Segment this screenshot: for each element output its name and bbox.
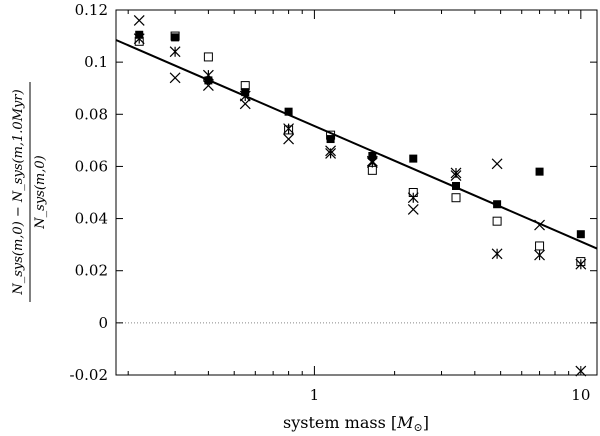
filled-square-marker xyxy=(368,152,377,160)
open-square-marker xyxy=(451,193,461,203)
y-tick-label: 0.02 xyxy=(75,262,108,280)
open-square-marker xyxy=(240,81,250,91)
y-label-numerator: N_sys(m,0) − N_sys(m,1.0Myr) xyxy=(11,89,26,295)
open-square-marker xyxy=(203,52,213,62)
filled-square-marker xyxy=(452,181,461,190)
fit-line xyxy=(115,39,598,250)
asterisk-marker xyxy=(575,258,587,270)
asterisk-marker xyxy=(239,90,251,102)
asterisk-marker xyxy=(169,46,181,58)
y-tick-label: 0.1 xyxy=(84,53,108,71)
x-tick-label: 10 xyxy=(571,386,590,404)
filled-square-marker xyxy=(409,154,418,163)
cross-marker xyxy=(407,204,419,215)
filled-square-marker xyxy=(171,33,180,42)
filled-square-marker xyxy=(535,167,544,176)
filled-square-marker xyxy=(576,230,585,239)
axis-ticks xyxy=(116,9,597,376)
cross-marker xyxy=(491,158,503,170)
asterisk-marker xyxy=(202,69,214,81)
asterisk-marker xyxy=(283,123,295,135)
cross-marker xyxy=(133,15,145,26)
y-label-denominator: N_sys(m,0) xyxy=(33,155,48,229)
y-tick-label: 0 xyxy=(98,314,108,332)
filled-square-marker xyxy=(284,107,293,116)
y-tick-label: -0.02 xyxy=(70,366,108,384)
open-square-marker xyxy=(492,216,502,226)
cross-marker xyxy=(239,98,251,110)
asterisk-marker xyxy=(366,157,378,168)
x-axis-label: system mass [M⊙] xyxy=(283,413,429,434)
open-square-marker xyxy=(367,165,377,175)
asterisk-marker xyxy=(133,33,145,45)
y-tick-label: 0.12 xyxy=(75,1,108,19)
asterisk-marker xyxy=(407,192,419,204)
asterisk-marker xyxy=(450,167,462,179)
y-axis-label: N_sys(m,0) − N_sys(m,1.0Myr) N_sys(m,0) xyxy=(11,82,48,302)
y-tick-label: 0.04 xyxy=(75,210,108,228)
open-square-marker xyxy=(326,130,336,140)
x-tick-labels: 1 10 xyxy=(310,386,591,404)
open-square-marker xyxy=(535,241,545,251)
cross-marker xyxy=(283,133,295,145)
cross-marker xyxy=(575,365,587,377)
filled-square-marker xyxy=(204,76,213,85)
x-tick-label: 1 xyxy=(310,386,320,404)
y-tick-labels: -0.02 0 0.02 0.04 0.06 0.08 0.1 0.12 xyxy=(70,1,108,384)
y-tick-label: 0.08 xyxy=(75,105,108,123)
asterisk-marker xyxy=(534,249,545,261)
cross-marker xyxy=(169,72,181,84)
cross-marker xyxy=(534,219,545,231)
data-markers xyxy=(133,15,587,377)
plot-frame xyxy=(115,9,598,376)
filled-square-marker xyxy=(493,200,502,209)
y-tick-label: 0.06 xyxy=(75,157,108,175)
asterisk-marker xyxy=(491,248,503,260)
asterisk-marker xyxy=(325,147,337,159)
open-square-marker xyxy=(170,31,180,41)
